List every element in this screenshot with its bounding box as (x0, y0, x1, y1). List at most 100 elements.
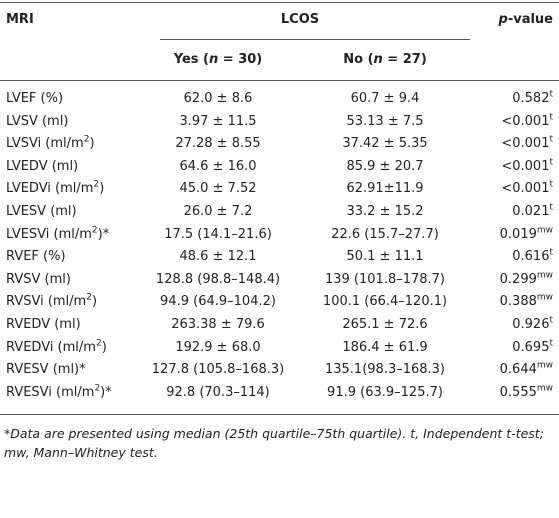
text: LVESVi (ml/m (6, 226, 92, 242)
p-value: <0.001t (501, 112, 553, 129)
text: )* (97, 226, 110, 242)
text: = 30) (218, 52, 263, 67)
header-cell: p-value (499, 12, 553, 27)
superscript: t (549, 180, 553, 191)
cell: 64.6 ± 16.0 (179, 158, 257, 174)
cell: 60.7 ± 9.4 (350, 91, 420, 106)
header-cell: MRI (6, 12, 34, 27)
text: RVSVi (ml/m (6, 294, 87, 310)
p-value: 0.388mw (500, 293, 553, 310)
p-value: 0.582t (512, 89, 553, 106)
italic: n (373, 52, 383, 67)
superscript: t (549, 157, 553, 168)
text: 0.021 (512, 204, 550, 219)
p-value: 0.019mw (500, 225, 553, 242)
p-value: 0.695t (512, 339, 553, 355)
cell: 48.6 ± 12.1 (179, 249, 257, 265)
text: RVSV (ml) (6, 271, 71, 287)
text: LVESV (ml) (6, 204, 77, 219)
cell: 62.0 ± 8.6 (183, 91, 253, 106)
text: <0.001 (501, 158, 550, 174)
superscript: 2 (93, 180, 100, 191)
text: 0.695 (512, 339, 550, 355)
cell: 128.8 (98.8–148.4) (155, 271, 281, 287)
superscript: mw (536, 293, 553, 304)
cell: 85.9 ± 20.7 (346, 158, 424, 174)
header-cell: No (n = 27) (343, 52, 427, 67)
italic: p (498, 12, 508, 27)
cell: 192.9 ± 68.0 (175, 339, 261, 355)
cell: 265.1 ± 72.6 (342, 317, 428, 332)
cell: 50.1 ± 11.1 (346, 249, 424, 265)
row-label: LVESV (ml) (6, 204, 77, 219)
row-label: LVEF (%) (6, 91, 63, 106)
text: ) (99, 181, 105, 197)
p-value: 0.299mw (499, 270, 553, 287)
cell: 53.13 ± 7.5 (346, 113, 424, 129)
superscript: t (549, 134, 553, 145)
row-label: RVEDV (ml) (6, 317, 81, 332)
superscript: t (549, 315, 553, 326)
text: ) (91, 294, 98, 310)
text: RVEF (%) (6, 249, 66, 265)
row-label: RVESV (ml)* (6, 362, 86, 377)
footnote: *Data are presented using median (25th q… (4, 426, 544, 460)
text: RVESVi (ml/m (6, 384, 95, 400)
cell: 3.97 ± 11.5 (179, 113, 257, 129)
cell: 62.91±11.9 (346, 181, 424, 197)
text: LVSV (ml) (6, 113, 69, 129)
rule (0, 414, 559, 415)
text: LVSVi (ml/m (6, 136, 84, 152)
cell: 22.6 (15.7–27.7) (331, 226, 439, 242)
superscript: mw (536, 225, 553, 236)
text: LVEDV (ml) (6, 158, 79, 174)
row-label: RVSV (ml) (6, 272, 71, 287)
superscript: 2 (86, 293, 92, 304)
text: 0.299 (499, 271, 537, 287)
row-label: LVSVi (ml/m2) (6, 134, 95, 152)
cell: 263.38 ± 79.6 (171, 317, 265, 332)
text: ) (89, 136, 95, 152)
cell: 33.2 ± 15.2 (346, 204, 424, 219)
p-value: 0.926t (512, 315, 553, 332)
text: 0.616 (512, 249, 550, 265)
p-value: 0.555mw (499, 384, 553, 400)
row-label: LVEDV (ml) (6, 159, 78, 174)
text: <0.001 (501, 136, 550, 152)
row-label: RVESVi (ml/m2)* (6, 383, 112, 400)
cell: 94.9 (64.9–104.2) (160, 294, 276, 310)
superscript: 2 (95, 338, 102, 349)
superscript: t (549, 247, 553, 258)
row-label: RVEDVi (ml/m2) (6, 338, 107, 355)
text: <0.001 (501, 181, 550, 197)
rule (0, 80, 559, 81)
p-value: <0.001t (501, 134, 553, 152)
superscript: mw (536, 360, 553, 371)
text: 0.644 (499, 362, 537, 378)
row-label: RVSVi (ml/m2) (6, 293, 98, 310)
superscript: 2 (91, 225, 98, 236)
row-label: LVESVi (ml/m2)* (6, 225, 110, 242)
text: -value (507, 12, 553, 27)
cell: 37.42 ± 5.35 (342, 136, 428, 152)
group-header: LCOS (280, 12, 320, 27)
superscript: 2 (83, 134, 90, 145)
superscript: 2 (94, 383, 101, 394)
cell: 27.28 ± 8.55 (175, 136, 261, 152)
italic: n (209, 52, 219, 67)
cell: 45.0 ± 7.52 (179, 181, 257, 197)
text: RVEDVi (ml/m (6, 339, 96, 355)
superscript: t (549, 89, 553, 100)
text: LVEF (%) (6, 91, 64, 106)
cell: 17.5 (14.1–21.6) (164, 226, 272, 242)
p-value: 0.616t (512, 247, 553, 265)
text: RVEDV (ml) (6, 317, 81, 332)
text: No ( (343, 52, 374, 67)
text: 0.555 (499, 384, 537, 400)
text: RVESV (ml)* (6, 362, 86, 378)
cell: 127.8 (105.8–168.3) (151, 362, 285, 378)
superscript: mw (536, 270, 553, 281)
cell: 92.8 (70.3–114) (166, 384, 270, 400)
superscript: t (549, 112, 553, 123)
